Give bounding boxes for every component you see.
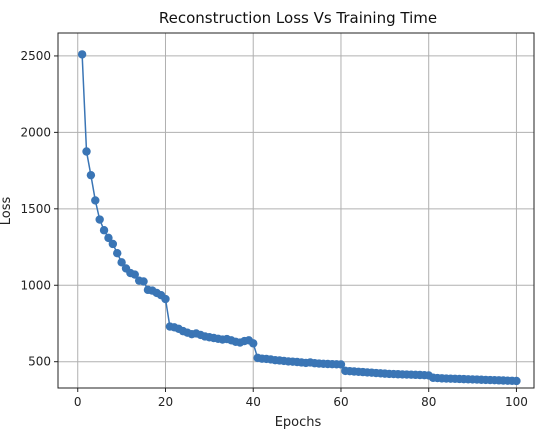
data-point bbox=[108, 239, 118, 249]
y-tick-label: 500 bbox=[28, 355, 51, 369]
data-point bbox=[113, 248, 122, 258]
x-axis-title: Epochs bbox=[275, 415, 322, 430]
x-tick-label: 60 bbox=[333, 395, 348, 409]
data-point bbox=[336, 360, 346, 369]
data-point bbox=[77, 50, 87, 59]
y-tick-label: 1000 bbox=[20, 278, 51, 292]
y-tick-label: 2000 bbox=[20, 125, 51, 139]
data-point bbox=[117, 258, 126, 267]
data-point bbox=[249, 339, 258, 348]
data-point bbox=[86, 170, 96, 180]
x-tick-label: 20 bbox=[158, 395, 173, 409]
x-tick-label: 40 bbox=[246, 395, 261, 409]
chart-title: Reconstruction Loss Vs Training Time bbox=[159, 9, 437, 27]
data-point bbox=[82, 147, 91, 156]
data-point bbox=[91, 196, 100, 205]
plot-area-frame bbox=[57, 32, 535, 389]
y-tick-label: 2500 bbox=[20, 49, 51, 63]
data-point bbox=[104, 233, 113, 243]
data-point bbox=[139, 277, 148, 286]
grid-lines bbox=[58, 33, 534, 388]
data-point bbox=[512, 376, 521, 386]
data-point bbox=[95, 215, 104, 224]
y-axis-title: Loss bbox=[0, 197, 14, 226]
data-point bbox=[99, 226, 109, 235]
y-tick-label: 1500 bbox=[20, 202, 51, 216]
series-loss bbox=[77, 50, 521, 386]
x-tick-label: 100 bbox=[505, 395, 528, 409]
x-axis-ticks: 0 20 40 60 80 100 bbox=[74, 388, 528, 409]
data-point bbox=[130, 270, 139, 279]
series-line bbox=[81, 54, 517, 382]
y-axis-ticks: 500 1000 1500 2000 2500 bbox=[20, 49, 58, 369]
x-tick-label: 0 bbox=[74, 395, 82, 409]
x-tick-label: 80 bbox=[421, 395, 436, 409]
data-point bbox=[161, 294, 170, 304]
